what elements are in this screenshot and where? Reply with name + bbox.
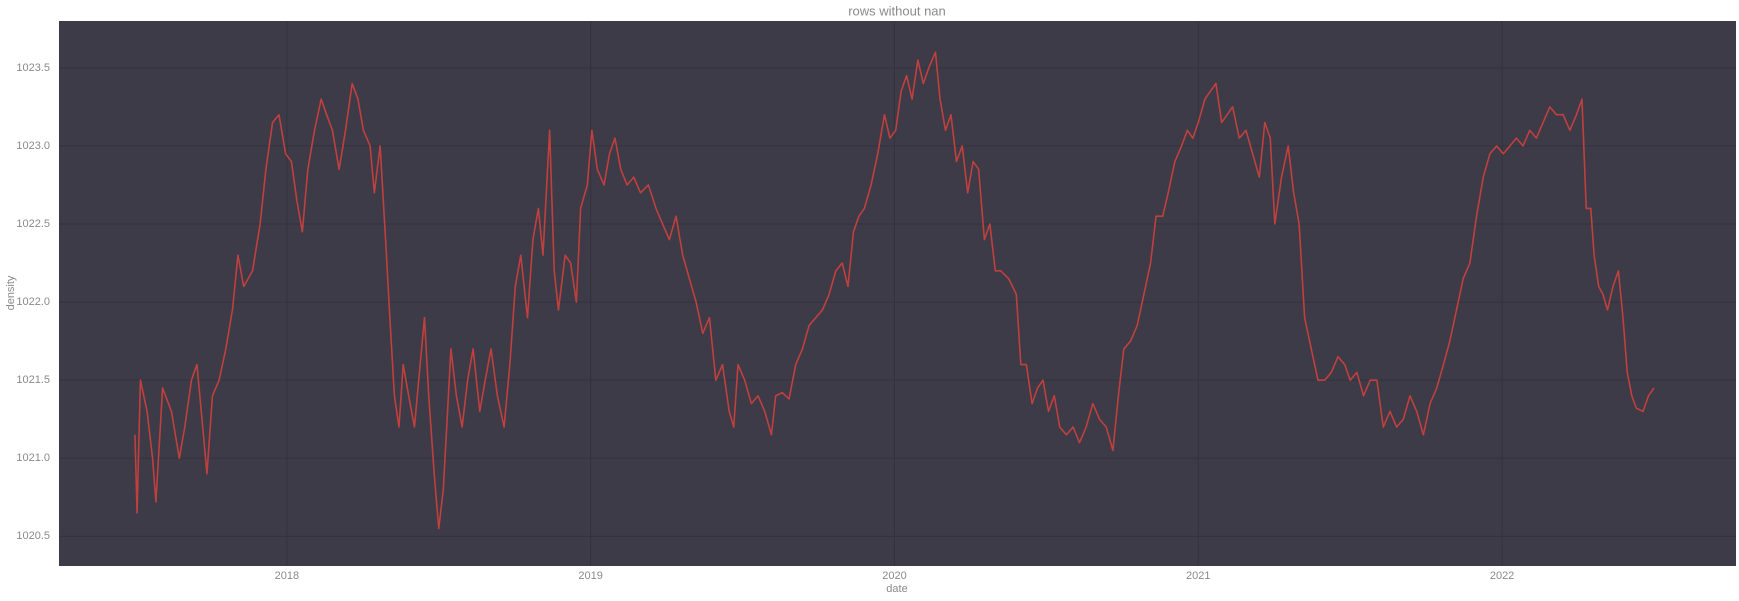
y-tick-label: 1022.5 bbox=[16, 218, 50, 230]
y-tick-label: 1020.5 bbox=[16, 530, 50, 542]
y-tick-label: 1021.0 bbox=[16, 452, 50, 464]
x-tick-label: 2021 bbox=[1186, 570, 1210, 582]
chart-title: rows without nan bbox=[848, 3, 946, 18]
x-tick-label: 2018 bbox=[275, 570, 299, 582]
x-tick-label: 2022 bbox=[1490, 570, 1514, 582]
plot-area bbox=[59, 21, 1736, 566]
y-tick-label: 1022.0 bbox=[16, 296, 50, 308]
x-axis-label: date bbox=[886, 583, 907, 595]
y-tick-label: 1021.5 bbox=[16, 374, 50, 386]
x-tick-label: 2020 bbox=[882, 570, 906, 582]
y-tick-label: 1023.0 bbox=[16, 140, 50, 152]
y-tick-label: 1023.5 bbox=[16, 62, 50, 74]
data-line bbox=[134, 51, 1655, 530]
y-axis-label: density bbox=[5, 275, 17, 310]
x-tick-label: 2019 bbox=[578, 570, 602, 582]
